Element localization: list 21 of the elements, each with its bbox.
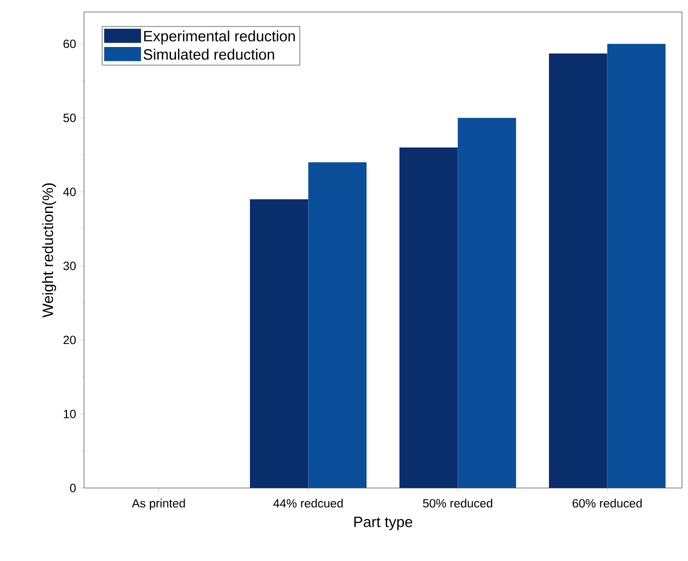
y-tick-label: 20 [64, 336, 76, 344]
y-tick-label: 10 [64, 410, 76, 418]
y-tick-label: 50 [63, 114, 76, 122]
legend-label: Simulated reduction [144, 48, 274, 60]
y-tick-label: 30 [63, 262, 76, 270]
bar [458, 118, 516, 488]
bar [548, 53, 608, 488]
x-tick-label: 44% redcued [273, 498, 343, 508]
bar [250, 199, 308, 488]
bar [399, 147, 458, 488]
y-tick-label: 60 [64, 40, 76, 48]
y-tick-label: 40 [63, 188, 76, 196]
y-tick-label: 0 [70, 484, 76, 492]
x-tick-label: 50% reduced [423, 498, 492, 508]
y-axis-title: Weight reduction(%) [42, 183, 56, 318]
bar [607, 44, 666, 488]
x-tick-label: 60% reduced [572, 498, 642, 508]
legend-label: Experimental reduction [144, 30, 295, 44]
x-axis-title: Part type [354, 516, 412, 530]
x-tick-label: As printed [132, 498, 185, 510]
bar [308, 162, 367, 488]
